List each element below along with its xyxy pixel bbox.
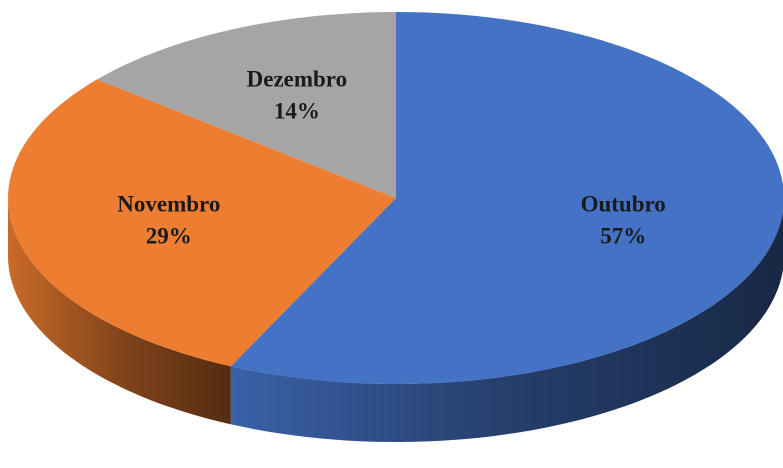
data-labels: Outubro 57% Novembro 29% Dezembro 14% (117, 66, 666, 248)
slice-value: 57% (600, 224, 646, 249)
side-shade (8, 198, 231, 425)
slice-value: 14% (274, 98, 320, 123)
slice-name: Outubro (581, 192, 666, 217)
pie-sides (8, 198, 783, 442)
pie-slice (8, 79, 396, 367)
pie-slice (230, 12, 783, 384)
slice-value: 29% (146, 224, 192, 249)
side-shade (230, 211, 783, 442)
pie-tops (8, 12, 783, 384)
slice-name: Dezembro (247, 66, 347, 91)
pie-slice (97, 12, 396, 198)
slice-name: Novembro (117, 192, 220, 217)
